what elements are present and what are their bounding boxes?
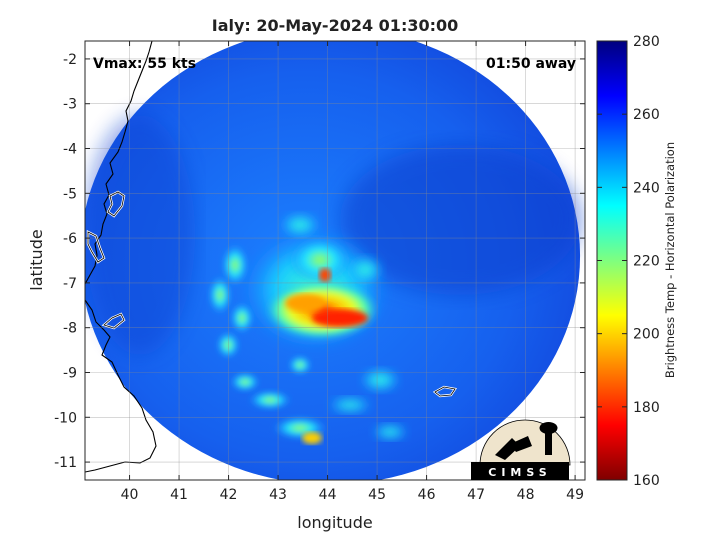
y-tick-label: -6: [63, 231, 77, 247]
y-tick-label: -9: [63, 365, 77, 381]
x-tick-label: 49: [566, 487, 584, 503]
coastline: [85, 41, 153, 285]
band-segment: [280, 213, 320, 237]
band-segment: [221, 243, 249, 287]
x-tick-label: 45: [368, 487, 386, 503]
band-segment: [328, 397, 372, 413]
y-tick-label: -10: [54, 410, 77, 426]
colorbar-tick-label: 240: [633, 180, 660, 196]
band-segment: [347, 256, 383, 284]
band-segment: [230, 302, 254, 334]
band-segment: [248, 390, 292, 410]
colorbar: 280 260 240 220 200 180 160 Brightness Temp - …: [596, 34, 677, 489]
colorbar-tick-label: 180: [633, 400, 660, 416]
time-away-annotation: 01:50 away: [486, 56, 576, 72]
colorbar-tick-label: 280: [633, 34, 660, 50]
logo-text: CIMSS: [488, 466, 551, 479]
y-tick-label: -5: [63, 186, 77, 202]
x-tick-label: 48: [517, 487, 535, 503]
y-tick-label: -11: [54, 455, 77, 471]
y-tick-label: -2: [63, 52, 77, 68]
eyewall-convection: [264, 280, 380, 340]
colorbar-tick-label: 160: [633, 473, 660, 489]
x-axis-label: longitude: [297, 513, 372, 532]
y-tick-label: -8: [63, 321, 77, 337]
band-segment: [372, 424, 408, 440]
cold-core-west: [285, 294, 325, 312]
plot-frame: [84, 40, 586, 481]
chart-title: Ialy: 20-May-2024 01:30:00: [212, 16, 459, 35]
island-outline: [107, 191, 125, 217]
dry-region: [340, 145, 580, 295]
y-tick-label: -3: [63, 97, 77, 113]
x-tick-label: 44: [319, 487, 337, 503]
cold-core-main: [312, 309, 368, 327]
convective-features: [208, 213, 408, 444]
vmax-annotation: Vmax: 55 kts: [93, 56, 196, 72]
band-segment: [208, 275, 232, 315]
x-tick-label: 46: [418, 487, 436, 503]
satellite-dish-icon: [510, 436, 532, 452]
x-tick-label: 42: [220, 487, 238, 503]
colorbar-tick-label: 220: [633, 254, 660, 270]
band-segment: [216, 331, 240, 359]
cold-core-north: [319, 268, 331, 282]
band-segment: [360, 368, 400, 392]
plot-area: [85, 41, 585, 480]
y-tick-label: -4: [63, 142, 77, 158]
x-tick-label: 40: [121, 487, 139, 503]
band-segment: [230, 372, 260, 392]
y-axis: -2 -3 -4 -5 -6 -7 -8 -9 -10 -11: [54, 52, 585, 471]
band-segment: [288, 355, 312, 375]
inner-band-north: [288, 236, 352, 284]
cimss-logo: CIMSS: [471, 419, 571, 480]
x-tick-label: 43: [269, 487, 287, 503]
x-axis: 40 41 42 43 44 45 46 47 48 49: [121, 41, 584, 503]
x-tick-label: 41: [170, 487, 188, 503]
colorbar-tick-label: 200: [633, 327, 660, 343]
band-core: [302, 432, 322, 444]
x-tick-label: 47: [467, 487, 485, 503]
logo-banner: [471, 462, 569, 480]
colorbar-ticks: 280 260 240 220 200 180 160: [597, 34, 660, 489]
colorbar-tick-label: 260: [633, 107, 660, 123]
colorbar-label: Brightness Temp - Horizontal Polarizatio…: [663, 142, 677, 378]
water-tower-tank-icon: [539, 422, 558, 434]
water-tower-icon: [545, 425, 552, 455]
y-axis-label: latitude: [27, 229, 46, 290]
island-outline: [434, 386, 456, 397]
y-tick-label: -7: [63, 276, 77, 292]
